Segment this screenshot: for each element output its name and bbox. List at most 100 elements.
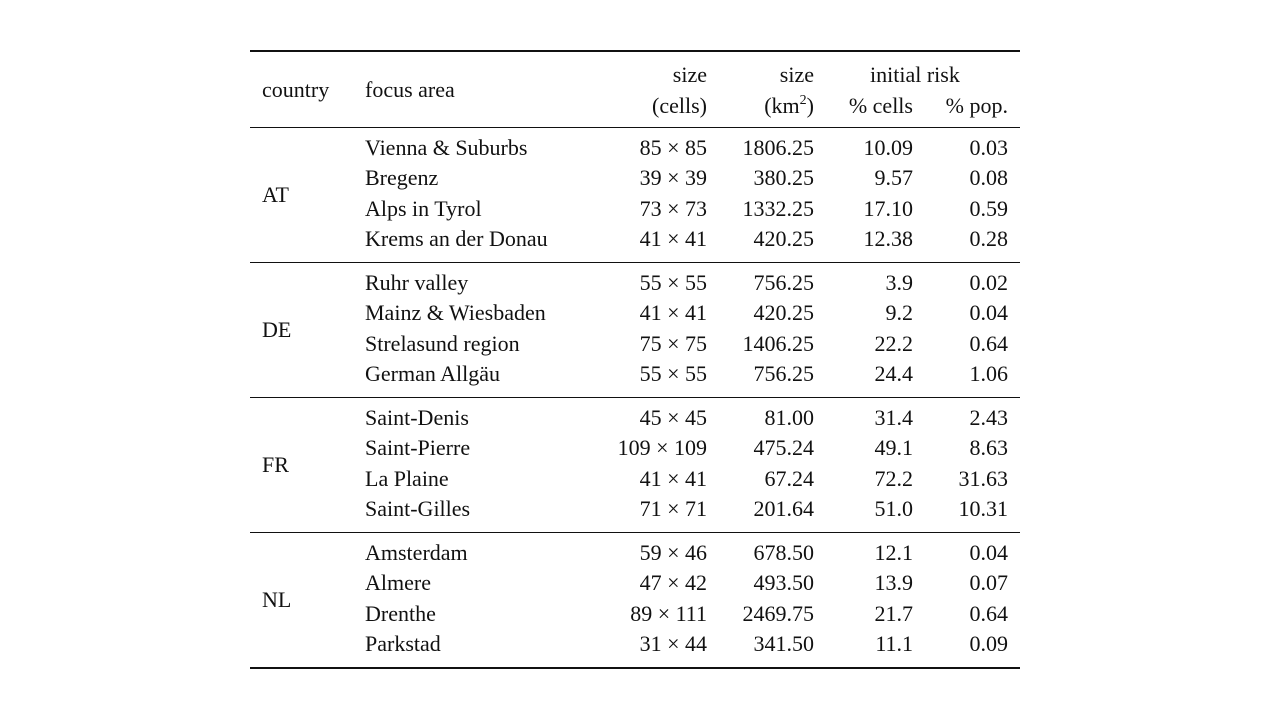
cell-risk-pop: 2.43 <box>969 405 1009 430</box>
cell-risk-cells: 72.2 <box>874 466 914 491</box>
table-row: German Allgäu 55 × 55 756.25 24.4 1.06 <box>250 360 1020 390</box>
cell-size-km2: 475.24 <box>753 435 815 460</box>
header-initial-risk: initial risk <box>870 62 960 87</box>
cell-size-cells: 41 × 41 <box>639 300 707 325</box>
cell-size-km2: 67.24 <box>764 466 815 491</box>
country-group: DE Ruhr valley 55 × 55 756.25 3.9 0.02 Mainz &… <box>250 263 1020 397</box>
header-risk-pop: % pop. <box>945 93 1008 118</box>
header-size-km-unit-close: ) <box>806 93 814 118</box>
cell-focus-area: Mainz & Wiesbaden <box>365 300 546 325</box>
cell-size-km2: 81.00 <box>764 405 815 430</box>
table-row: Amsterdam 59 × 46 678.50 12.1 0.04 <box>250 539 1020 569</box>
cell-size-cells: 75 × 75 <box>639 331 707 356</box>
cell-risk-pop: 31.63 <box>958 466 1009 491</box>
cell-risk-cells: 21.7 <box>874 601 914 626</box>
cell-risk-cells: 12.1 <box>874 540 914 565</box>
table-row: Vienna & Suburbs 85 × 85 1806.25 10.09 0.03 <box>250 134 1020 164</box>
cell-focus-area: Bregenz <box>365 165 439 190</box>
cell-risk-cells: 3.9 <box>885 270 914 295</box>
cell-focus-area: Saint-Denis <box>365 405 469 430</box>
cell-risk-pop: 0.02 <box>969 270 1009 295</box>
country-label: AT <box>262 182 289 207</box>
top-rule <box>250 50 1020 52</box>
bottom-rule <box>250 667 1020 669</box>
cell-size-km2: 2469.75 <box>742 601 815 626</box>
cell-size-cells: 55 × 55 <box>639 361 707 386</box>
group-rule <box>250 532 1020 533</box>
cell-size-cells: 71 × 71 <box>639 496 707 521</box>
cell-size-cells: 85 × 85 <box>639 135 707 160</box>
cell-focus-area: Parkstad <box>365 631 441 656</box>
cell-risk-cells: 13.9 <box>874 570 914 595</box>
table-row: Alps in Tyrol 73 × 73 1332.25 17.10 0.59 <box>250 195 1020 225</box>
cell-risk-pop: 0.28 <box>969 226 1009 251</box>
group-rule <box>250 262 1020 263</box>
cell-size-km2: 380.25 <box>753 165 815 190</box>
cell-risk-pop: 0.03 <box>969 135 1009 160</box>
cell-focus-area: Amsterdam <box>365 540 468 565</box>
cell-size-km2: 1806.25 <box>742 135 815 160</box>
cell-risk-cells: 10.09 <box>863 135 914 160</box>
cell-size-cells: 41 × 41 <box>639 466 707 491</box>
cell-risk-cells: 51.0 <box>874 496 914 521</box>
cell-focus-area: Krems an der Donau <box>365 226 548 251</box>
cell-size-km2: 420.25 <box>753 300 815 325</box>
cell-risk-pop: 0.08 <box>969 165 1009 190</box>
table-row: Mainz & Wiesbaden 41 × 41 420.25 9.2 0.04 <box>250 299 1020 329</box>
country-group: FR Saint-Denis 45 × 45 81.00 31.4 2.43 Saint-P… <box>250 398 1020 532</box>
country-label: DE <box>262 317 292 342</box>
cell-focus-area: Saint-Pierre <box>365 435 471 460</box>
table-body: AT Vienna & Suburbs 85 × 85 1806.25 10.09 0.0… <box>250 128 1020 667</box>
table-row: Krems an der Donau 41 × 41 420.25 12.38 0.28 <box>250 225 1020 255</box>
cell-size-km2: 420.25 <box>753 226 815 251</box>
table-row: Bregenz 39 × 39 380.25 9.57 0.08 <box>250 164 1020 194</box>
cell-size-km2: 493.50 <box>753 570 815 595</box>
cell-size-km2: 678.50 <box>753 540 815 565</box>
header-size-km-unit: (km2) <box>764 92 814 120</box>
cell-size-km2: 201.64 <box>753 496 815 521</box>
cell-focus-area: Strelasund region <box>365 331 520 356</box>
header-rule <box>250 127 1020 128</box>
cell-focus-area: Ruhr valley <box>365 270 469 295</box>
country-label: NL <box>262 587 292 612</box>
group-rule <box>250 397 1020 398</box>
cell-focus-area: Saint-Gilles <box>365 496 471 521</box>
cell-risk-pop: 0.09 <box>969 631 1009 656</box>
cell-risk-pop: 0.64 <box>969 331 1009 356</box>
table-header: country focus area size (cells) size (km… <box>250 52 1020 127</box>
cell-risk-cells: 12.38 <box>863 226 914 251</box>
country-group: NL Amsterdam 59 × 46 678.50 12.1 0.04 Almere 47… <box>250 533 1020 667</box>
cell-risk-cells: 9.2 <box>885 300 914 325</box>
cell-size-cells: 73 × 73 <box>639 196 707 221</box>
cell-focus-area: German Allgäu <box>365 361 501 386</box>
header-size-km-unit-open: (km <box>764 93 800 118</box>
header-focus-area: focus area <box>365 77 455 102</box>
header-risk-cells: % cells <box>848 93 913 118</box>
cell-risk-pop: 0.04 <box>969 300 1009 325</box>
cell-risk-cells: 9.57 <box>874 165 914 190</box>
cell-focus-area: Almere <box>365 570 431 595</box>
cell-risk-pop: 0.59 <box>969 196 1009 221</box>
cell-size-cells: 31 × 44 <box>639 631 707 656</box>
cell-size-km2: 756.25 <box>753 270 815 295</box>
cell-focus-area: Vienna & Suburbs <box>365 135 528 160</box>
cell-size-km2: 1332.25 <box>742 196 815 221</box>
cell-risk-pop: 0.04 <box>969 540 1009 565</box>
cell-risk-cells: 24.4 <box>874 361 914 386</box>
cell-size-cells: 89 × 111 <box>630 601 707 626</box>
cell-focus-area: Alps in Tyrol <box>365 196 482 221</box>
header-size-cells-top: size <box>672 62 707 87</box>
cell-size-cells: 47 × 42 <box>639 570 707 595</box>
cell-risk-pop: 10.31 <box>958 496 1009 521</box>
cell-size-cells: 55 × 55 <box>639 270 707 295</box>
cell-risk-cells: 22.2 <box>874 331 914 356</box>
cell-size-cells: 109 × 109 <box>617 435 707 460</box>
country-label: FR <box>262 452 289 477</box>
cell-size-cells: 41 × 41 <box>639 226 707 251</box>
cell-risk-cells: 49.1 <box>874 435 914 460</box>
cell-risk-pop: 1.06 <box>969 361 1009 386</box>
header-size-cells-bottom: (cells) <box>652 93 707 118</box>
cell-risk-cells: 17.10 <box>863 196 914 221</box>
table-row: Strelasund region 75 × 75 1406.25 22.2 0.64 <box>250 330 1020 360</box>
focus-area-table: country focus area size (cells) size (km… <box>250 50 1020 669</box>
